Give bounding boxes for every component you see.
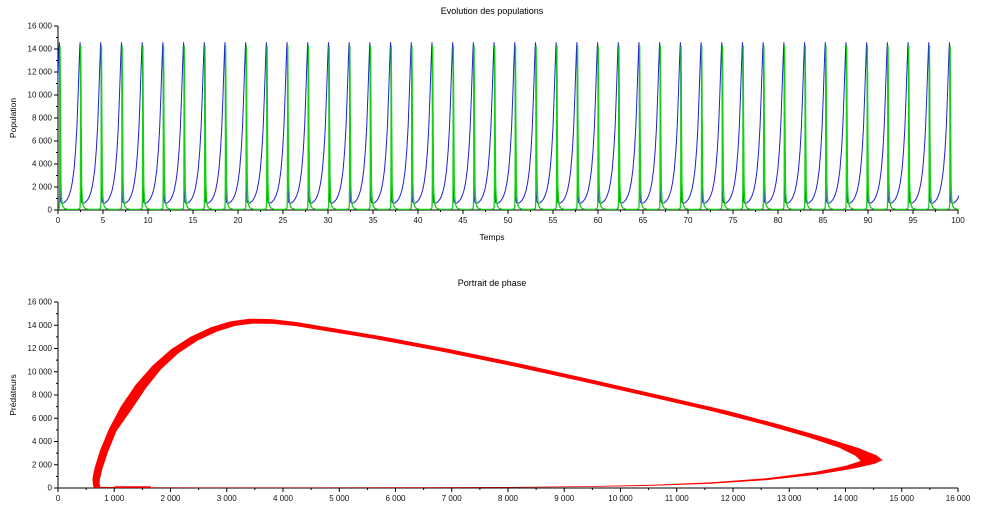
svg-text:15 000: 15 000 [890, 494, 915, 503]
svg-text:3 000: 3 000 [217, 494, 238, 503]
svg-text:8 000: 8 000 [32, 114, 53, 123]
svg-text:2 000: 2 000 [32, 183, 53, 192]
svg-text:70: 70 [684, 216, 693, 225]
svg-text:16 000: 16 000 [28, 298, 53, 307]
svg-text:13 000: 13 000 [777, 494, 802, 503]
svg-text:25: 25 [279, 216, 288, 225]
svg-text:0: 0 [48, 206, 53, 215]
svg-text:5 000: 5 000 [329, 494, 350, 503]
svg-text:5: 5 [101, 216, 106, 225]
svg-text:12 000: 12 000 [28, 344, 53, 353]
svg-text:2 000: 2 000 [32, 460, 53, 469]
svg-text:85: 85 [819, 216, 828, 225]
svg-text:90: 90 [864, 216, 873, 225]
svg-text:75: 75 [729, 216, 738, 225]
svg-text:65: 65 [639, 216, 648, 225]
chart1-y-axis-label: Population [8, 97, 18, 139]
svg-text:45: 45 [459, 216, 468, 225]
svg-text:12 000: 12 000 [28, 68, 53, 77]
chart1-x-axis-label: Temps [479, 232, 505, 242]
svg-text:60: 60 [594, 216, 603, 225]
svg-text:80: 80 [774, 216, 783, 225]
svg-text:95: 95 [909, 216, 918, 225]
chart1-title: Evolution des populations [440, 6, 544, 16]
svg-text:11 000: 11 000 [665, 494, 689, 503]
svg-text:0: 0 [56, 494, 61, 503]
svg-text:35: 35 [369, 216, 378, 225]
chart2-title: Portrait de phase [457, 278, 527, 288]
svg-text:1 000: 1 000 [104, 494, 125, 503]
svg-text:14 000: 14 000 [28, 45, 53, 54]
svg-text:9 000: 9 000 [554, 494, 575, 503]
svg-text:16 000: 16 000 [28, 22, 53, 31]
svg-text:55: 55 [549, 216, 558, 225]
svg-text:8 000: 8 000 [498, 494, 519, 503]
svg-text:10 000: 10 000 [608, 494, 633, 503]
svg-text:4 000: 4 000 [32, 160, 53, 169]
svg-text:100: 100 [951, 216, 965, 225]
svg-text:12 000: 12 000 [721, 494, 746, 503]
svg-text:6 000: 6 000 [385, 494, 406, 503]
chart2-y-axis-label: Prédateurs [8, 374, 18, 416]
svg-text:0: 0 [56, 216, 61, 225]
svg-text:10 000: 10 000 [28, 91, 53, 100]
svg-text:40: 40 [414, 216, 423, 225]
svg-text:4 000: 4 000 [273, 494, 294, 503]
svg-text:30: 30 [324, 216, 333, 225]
svg-text:50: 50 [504, 216, 513, 225]
svg-text:14 000: 14 000 [833, 494, 858, 503]
svg-text:0: 0 [48, 484, 53, 493]
svg-text:16 000: 16 000 [946, 494, 971, 503]
svg-text:6 000: 6 000 [32, 414, 53, 423]
svg-text:20: 20 [234, 216, 243, 225]
svg-text:7 000: 7 000 [442, 494, 463, 503]
svg-text:2 000: 2 000 [160, 494, 181, 503]
svg-text:4 000: 4 000 [32, 437, 53, 446]
svg-text:14 000: 14 000 [28, 321, 53, 330]
svg-text:10: 10 [144, 216, 153, 225]
svg-text:15: 15 [189, 216, 198, 225]
svg-text:8 000: 8 000 [32, 391, 53, 400]
svg-text:10 000: 10 000 [28, 367, 53, 376]
svg-text:6 000: 6 000 [32, 137, 53, 146]
